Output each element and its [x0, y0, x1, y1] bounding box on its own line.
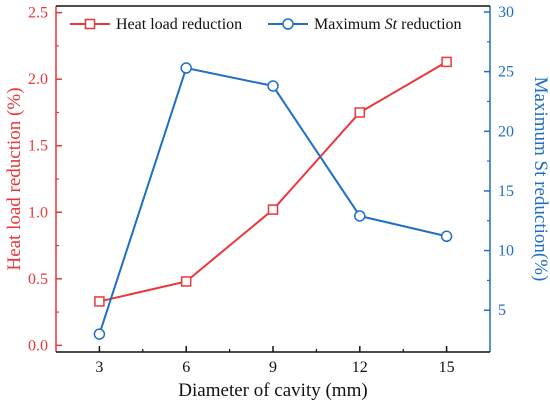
legend: Heat load reduction Maximum St reduction [70, 16, 462, 33]
data-point-heat-load [94, 296, 105, 307]
data-point-heat-load [354, 107, 366, 118]
legend-label-max-st-part3: reduction [397, 16, 461, 33]
right-tick-label: 15 [498, 183, 514, 200]
left-tick-label: 0.0 [28, 337, 48, 354]
data-point-max-st [440, 230, 453, 243]
data-point-heat-load [180, 276, 192, 287]
data-point-max-st [180, 62, 192, 74]
data-point-max-st [354, 210, 366, 222]
data-point-heat-load [441, 56, 452, 68]
right-tick-label: 25 [498, 64, 514, 81]
left-tick-label: 1.5 [28, 138, 48, 155]
right-tick-label: 5 [498, 302, 506, 319]
left-axis-title: Heat load reduction (%) [4, 87, 25, 270]
series-line-max-st [98, 66, 447, 335]
series-line-heat-load [99, 61, 448, 303]
right-axis-title: Maximum St reduction(%) [530, 77, 550, 282]
ticks-layer: 0.0 0.5 1.0 1.5 2.0 2.5 5 10 15 20 25 30 3 6 9 12 15 [28, 4, 514, 376]
right-tick-label: 10 [498, 243, 514, 260]
data-point-heat-load [267, 204, 279, 215]
legend-label-max-st-part2: St [385, 16, 398, 33]
plot-frame [55, 5, 491, 353]
legend-label-heat-load: Heat load reduction [116, 16, 242, 33]
left-tick-label: 2.0 [28, 71, 48, 88]
left-tick-label: 0.5 [28, 271, 48, 288]
x-tick-label: 15 [439, 359, 455, 376]
x-axis-title: Diameter of cavity (mm) [178, 380, 367, 401]
left-tick-label: 1.0 [28, 204, 48, 221]
right-tick-label: 30 [498, 4, 514, 21]
series-layer [93, 56, 453, 340]
x-tick-label: 9 [269, 359, 277, 376]
x-tick-label: 6 [182, 359, 190, 376]
left-tick-label: 2.5 [28, 5, 48, 22]
legend-marker-heat-load [84, 18, 96, 30]
x-tick-label: 3 [95, 359, 103, 376]
right-tick-label: 20 [498, 123, 514, 140]
x-tick-label: 12 [352, 359, 368, 376]
legend-label-max-st: Maximum St reduction [314, 16, 462, 33]
legend-label-max-st-part1: Maximum [314, 16, 385, 33]
data-point-max-st [267, 80, 279, 92]
legend-marker-max-st [282, 18, 294, 30]
data-point-max-st [93, 328, 106, 340]
